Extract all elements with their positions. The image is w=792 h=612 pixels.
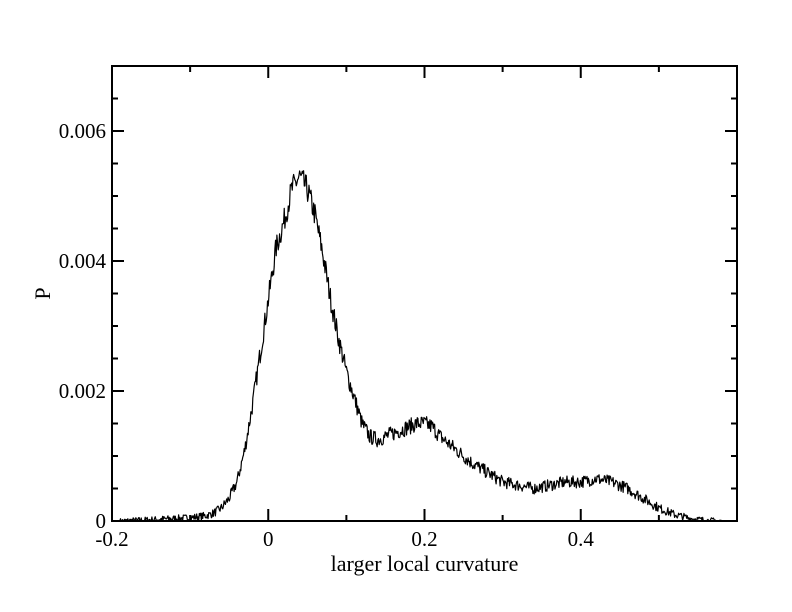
data-series-line — [119, 170, 722, 522]
plot-frame — [111, 65, 738, 522]
y-tick-label: 0 — [96, 509, 107, 533]
x-tick-label: 0 — [263, 527, 274, 551]
x-tick-label: 0.4 — [568, 527, 595, 551]
y-tick-label: 0.004 — [59, 249, 107, 273]
x-tick-label: 0.2 — [411, 527, 437, 551]
axis-ticks — [111, 66, 737, 522]
y-tick-label: 0.006 — [59, 119, 106, 143]
x-tick-label: -0.2 — [95, 527, 128, 551]
y-tick-label: 0.002 — [59, 379, 106, 403]
x-axis-title: larger local curvature — [331, 551, 519, 576]
y-axis-title: P — [30, 287, 55, 299]
